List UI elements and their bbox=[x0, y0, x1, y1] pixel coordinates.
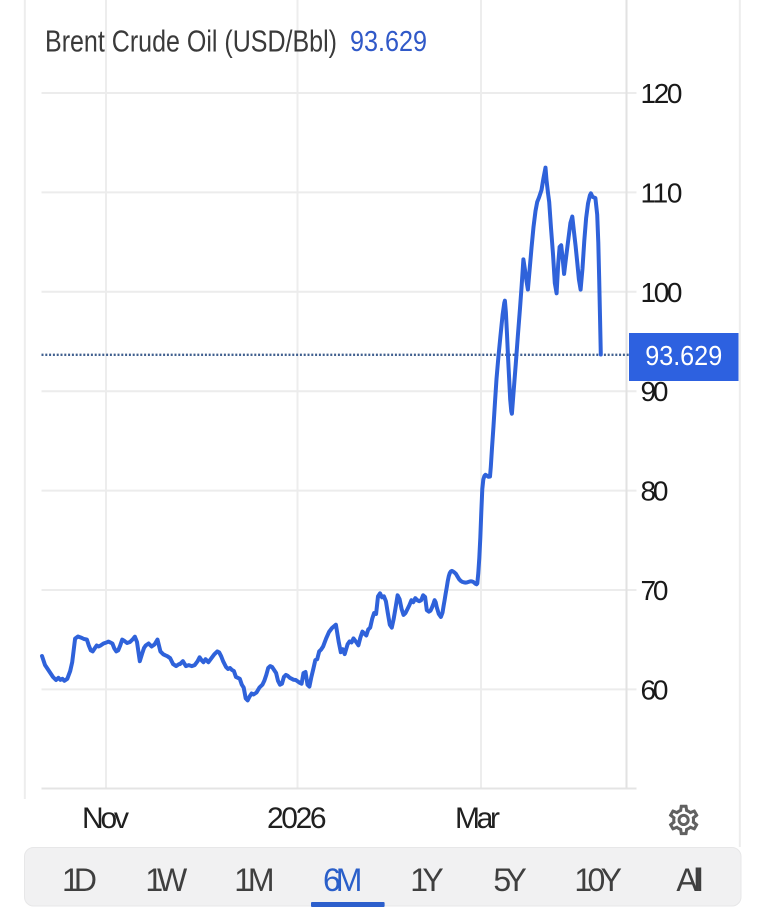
svg-text:Nov: Nov bbox=[82, 802, 129, 835]
svg-text:1D: 1D bbox=[62, 862, 97, 898]
svg-text:2026: 2026 bbox=[267, 802, 327, 835]
svg-text:10Y: 10Y bbox=[574, 862, 622, 898]
svg-text:Mar: Mar bbox=[455, 802, 500, 835]
svg-text:70: 70 bbox=[641, 575, 669, 606]
svg-text:1M: 1M bbox=[234, 862, 274, 898]
svg-text:93.629: 93.629 bbox=[645, 340, 722, 371]
svg-text:Brent Crude Oil (USD/Bbl): Brent Crude Oil (USD/Bbl) bbox=[45, 23, 337, 58]
svg-text:All: All bbox=[676, 862, 703, 898]
svg-text:90: 90 bbox=[641, 376, 669, 407]
svg-text:1Y: 1Y bbox=[410, 862, 443, 898]
svg-text:120: 120 bbox=[641, 78, 683, 109]
svg-text:93.629: 93.629 bbox=[350, 26, 427, 58]
svg-text:100: 100 bbox=[641, 277, 683, 308]
svg-text:60: 60 bbox=[641, 674, 669, 705]
svg-text:5Y: 5Y bbox=[493, 862, 526, 898]
svg-text:1W: 1W bbox=[145, 862, 188, 898]
svg-text:6M: 6M bbox=[323, 862, 363, 898]
svg-text:80: 80 bbox=[641, 476, 669, 507]
svg-text:110: 110 bbox=[641, 177, 683, 208]
